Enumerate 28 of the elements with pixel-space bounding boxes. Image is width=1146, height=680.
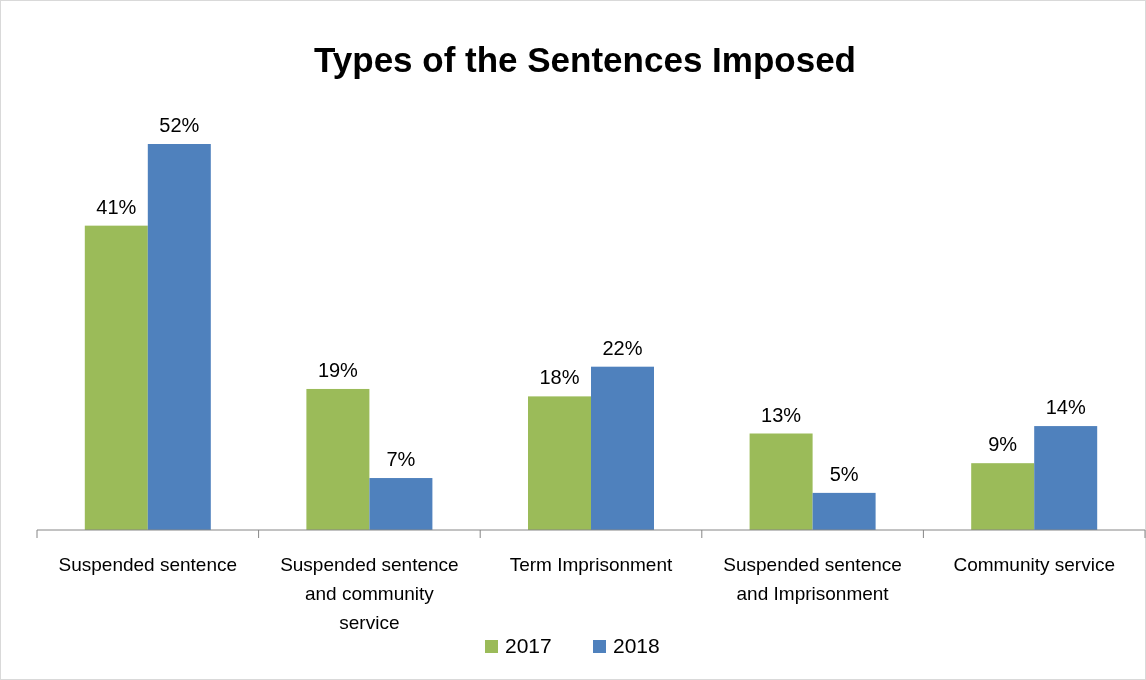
bar <box>528 396 591 530</box>
legend-label: 2017 <box>505 634 552 657</box>
bar <box>1034 426 1098 530</box>
x-tick-label: Term Imprisonment <box>509 554 674 575</box>
legend-label: 2018 <box>613 634 660 657</box>
x-tick-label: Suspended sentence and community service <box>280 554 459 633</box>
data-label: 9% <box>988 433 1018 456</box>
bar <box>84 225 148 530</box>
data-label: 13% <box>761 403 802 426</box>
bar <box>369 478 433 530</box>
data-label: 19% <box>317 358 359 381</box>
bar <box>749 433 813 530</box>
data-label: 7% <box>386 448 416 471</box>
x-tick-label: Suspended sentence and Imprisonment <box>723 554 902 604</box>
x-tick-label: Community service <box>953 554 1115 575</box>
bar <box>147 144 211 530</box>
x-tick-label: Suspended sentence <box>58 554 238 575</box>
bar <box>971 463 1035 530</box>
bar <box>812 492 876 530</box>
data-label: 41% <box>96 195 137 218</box>
data-label: 52% <box>159 114 200 136</box>
chart-title: Types of the Sentences Imposed <box>314 40 856 79</box>
data-label: 5% <box>829 462 859 485</box>
bar <box>591 366 654 530</box>
data-label: 22% <box>602 336 643 359</box>
data-label: 18% <box>539 366 580 389</box>
data-label: 14% <box>1045 396 1086 419</box>
bar <box>306 388 370 530</box>
